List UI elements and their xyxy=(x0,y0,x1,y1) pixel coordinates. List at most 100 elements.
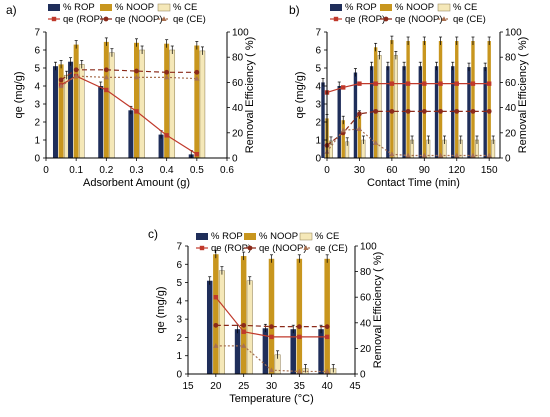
legend-marker xyxy=(161,16,167,21)
y2-tick-label: 0 xyxy=(505,154,511,165)
legend-label: % ROP xyxy=(345,2,377,13)
y-tick-label: 0 xyxy=(34,154,40,165)
series-point xyxy=(454,108,460,114)
y-tick-label: 0 xyxy=(315,154,321,165)
series-point xyxy=(438,108,443,114)
series-point xyxy=(296,368,302,374)
series-point xyxy=(437,152,444,158)
y2-tick-label: 60 xyxy=(360,293,372,304)
x-tick-label: 0 xyxy=(43,165,49,176)
legend-label: % NOOP xyxy=(395,2,434,13)
series-line xyxy=(215,324,328,328)
y-tick-label: 7 xyxy=(315,28,321,39)
x-tick-label: 30 xyxy=(354,165,366,176)
bar xyxy=(134,42,139,158)
series-point xyxy=(164,74,170,80)
bar xyxy=(386,66,390,158)
bar xyxy=(418,66,423,158)
bar xyxy=(246,280,253,375)
bar xyxy=(290,329,296,374)
bar xyxy=(438,41,443,158)
series-point xyxy=(373,140,379,145)
legend-label: % NOOP xyxy=(115,2,154,13)
bar xyxy=(357,114,362,158)
series-point xyxy=(269,324,274,330)
bar xyxy=(451,66,455,158)
legend-label: % ROP xyxy=(211,231,243,242)
x-tick-label: 45 xyxy=(349,381,361,392)
bar xyxy=(455,41,459,158)
y2-tick-label: 60 xyxy=(232,78,244,89)
x-tick-label: 0.1 xyxy=(69,165,83,176)
bar xyxy=(337,86,341,158)
series-point xyxy=(213,343,219,348)
x-tick-label: 20 xyxy=(210,381,222,392)
series-point xyxy=(213,322,219,328)
series-point xyxy=(405,152,411,158)
y-tick-label: 5 xyxy=(34,64,40,75)
y-tick-label: 3 xyxy=(315,100,321,111)
panel-label: c) xyxy=(148,227,158,241)
series-line xyxy=(60,75,198,155)
y2-tick-label: 0 xyxy=(360,370,366,381)
bar xyxy=(390,40,394,158)
legend-label: qe (CE) xyxy=(453,14,486,25)
legend-marker xyxy=(247,245,253,251)
series-point xyxy=(73,67,79,73)
series-point xyxy=(268,367,275,373)
series-point xyxy=(405,81,411,86)
bar xyxy=(268,258,275,374)
y-axis-label: qe (mg/g) xyxy=(155,286,167,333)
legend-swatch xyxy=(157,3,171,12)
bar xyxy=(434,66,439,158)
legend-label: qe (ROP) xyxy=(63,14,103,25)
x-tick-label: 0 xyxy=(324,165,330,176)
bar xyxy=(422,41,427,158)
series-point xyxy=(340,127,346,133)
series-point xyxy=(486,81,492,86)
bar xyxy=(353,72,358,158)
y2-tick-label: 100 xyxy=(232,28,249,39)
y2-tick-label: 80 xyxy=(232,53,244,64)
y-tick-label: 1 xyxy=(176,351,182,362)
legend-marker xyxy=(441,16,447,21)
bar xyxy=(296,258,303,374)
panel-label: a) xyxy=(6,3,17,17)
legend-swatch xyxy=(299,232,313,241)
bar xyxy=(234,329,241,374)
x-axis-label: Temperature (°C) xyxy=(229,393,313,405)
series-point xyxy=(194,69,200,75)
bar xyxy=(240,256,247,374)
bar xyxy=(321,82,325,158)
series-point xyxy=(241,329,246,334)
panel-0: a)0 0.1 0.2 0.3 0.4 0.5 0.60123456702040608010… xyxy=(6,2,256,189)
series-point xyxy=(405,108,411,114)
y2-tick-label: 80 xyxy=(505,53,517,64)
bar xyxy=(98,86,104,158)
series-point xyxy=(324,324,330,330)
bar xyxy=(393,55,398,159)
series-point xyxy=(134,109,139,114)
bar xyxy=(262,328,269,374)
bar xyxy=(206,280,213,374)
series-point xyxy=(470,81,476,86)
bar xyxy=(194,45,200,158)
y2-tick-label: 20 xyxy=(360,344,372,355)
x-tick-label: 150 xyxy=(481,165,498,176)
y-tick-label: 3 xyxy=(176,315,182,326)
legend-marker xyxy=(303,245,309,250)
x-tick-label: 0.4 xyxy=(160,165,174,176)
x-tick-label: 60 xyxy=(386,165,398,176)
series-point xyxy=(470,108,476,114)
bar xyxy=(169,49,176,159)
bar xyxy=(73,44,79,158)
y-tick-label: 5 xyxy=(315,64,321,75)
bar xyxy=(377,55,382,159)
series-point xyxy=(103,67,109,73)
series-point xyxy=(134,68,139,74)
legend-marker xyxy=(333,16,339,22)
y-tick-label: 4 xyxy=(176,296,182,307)
legend-label: qe (CE) xyxy=(173,14,206,25)
series-point xyxy=(297,334,302,340)
series-point xyxy=(133,74,140,80)
